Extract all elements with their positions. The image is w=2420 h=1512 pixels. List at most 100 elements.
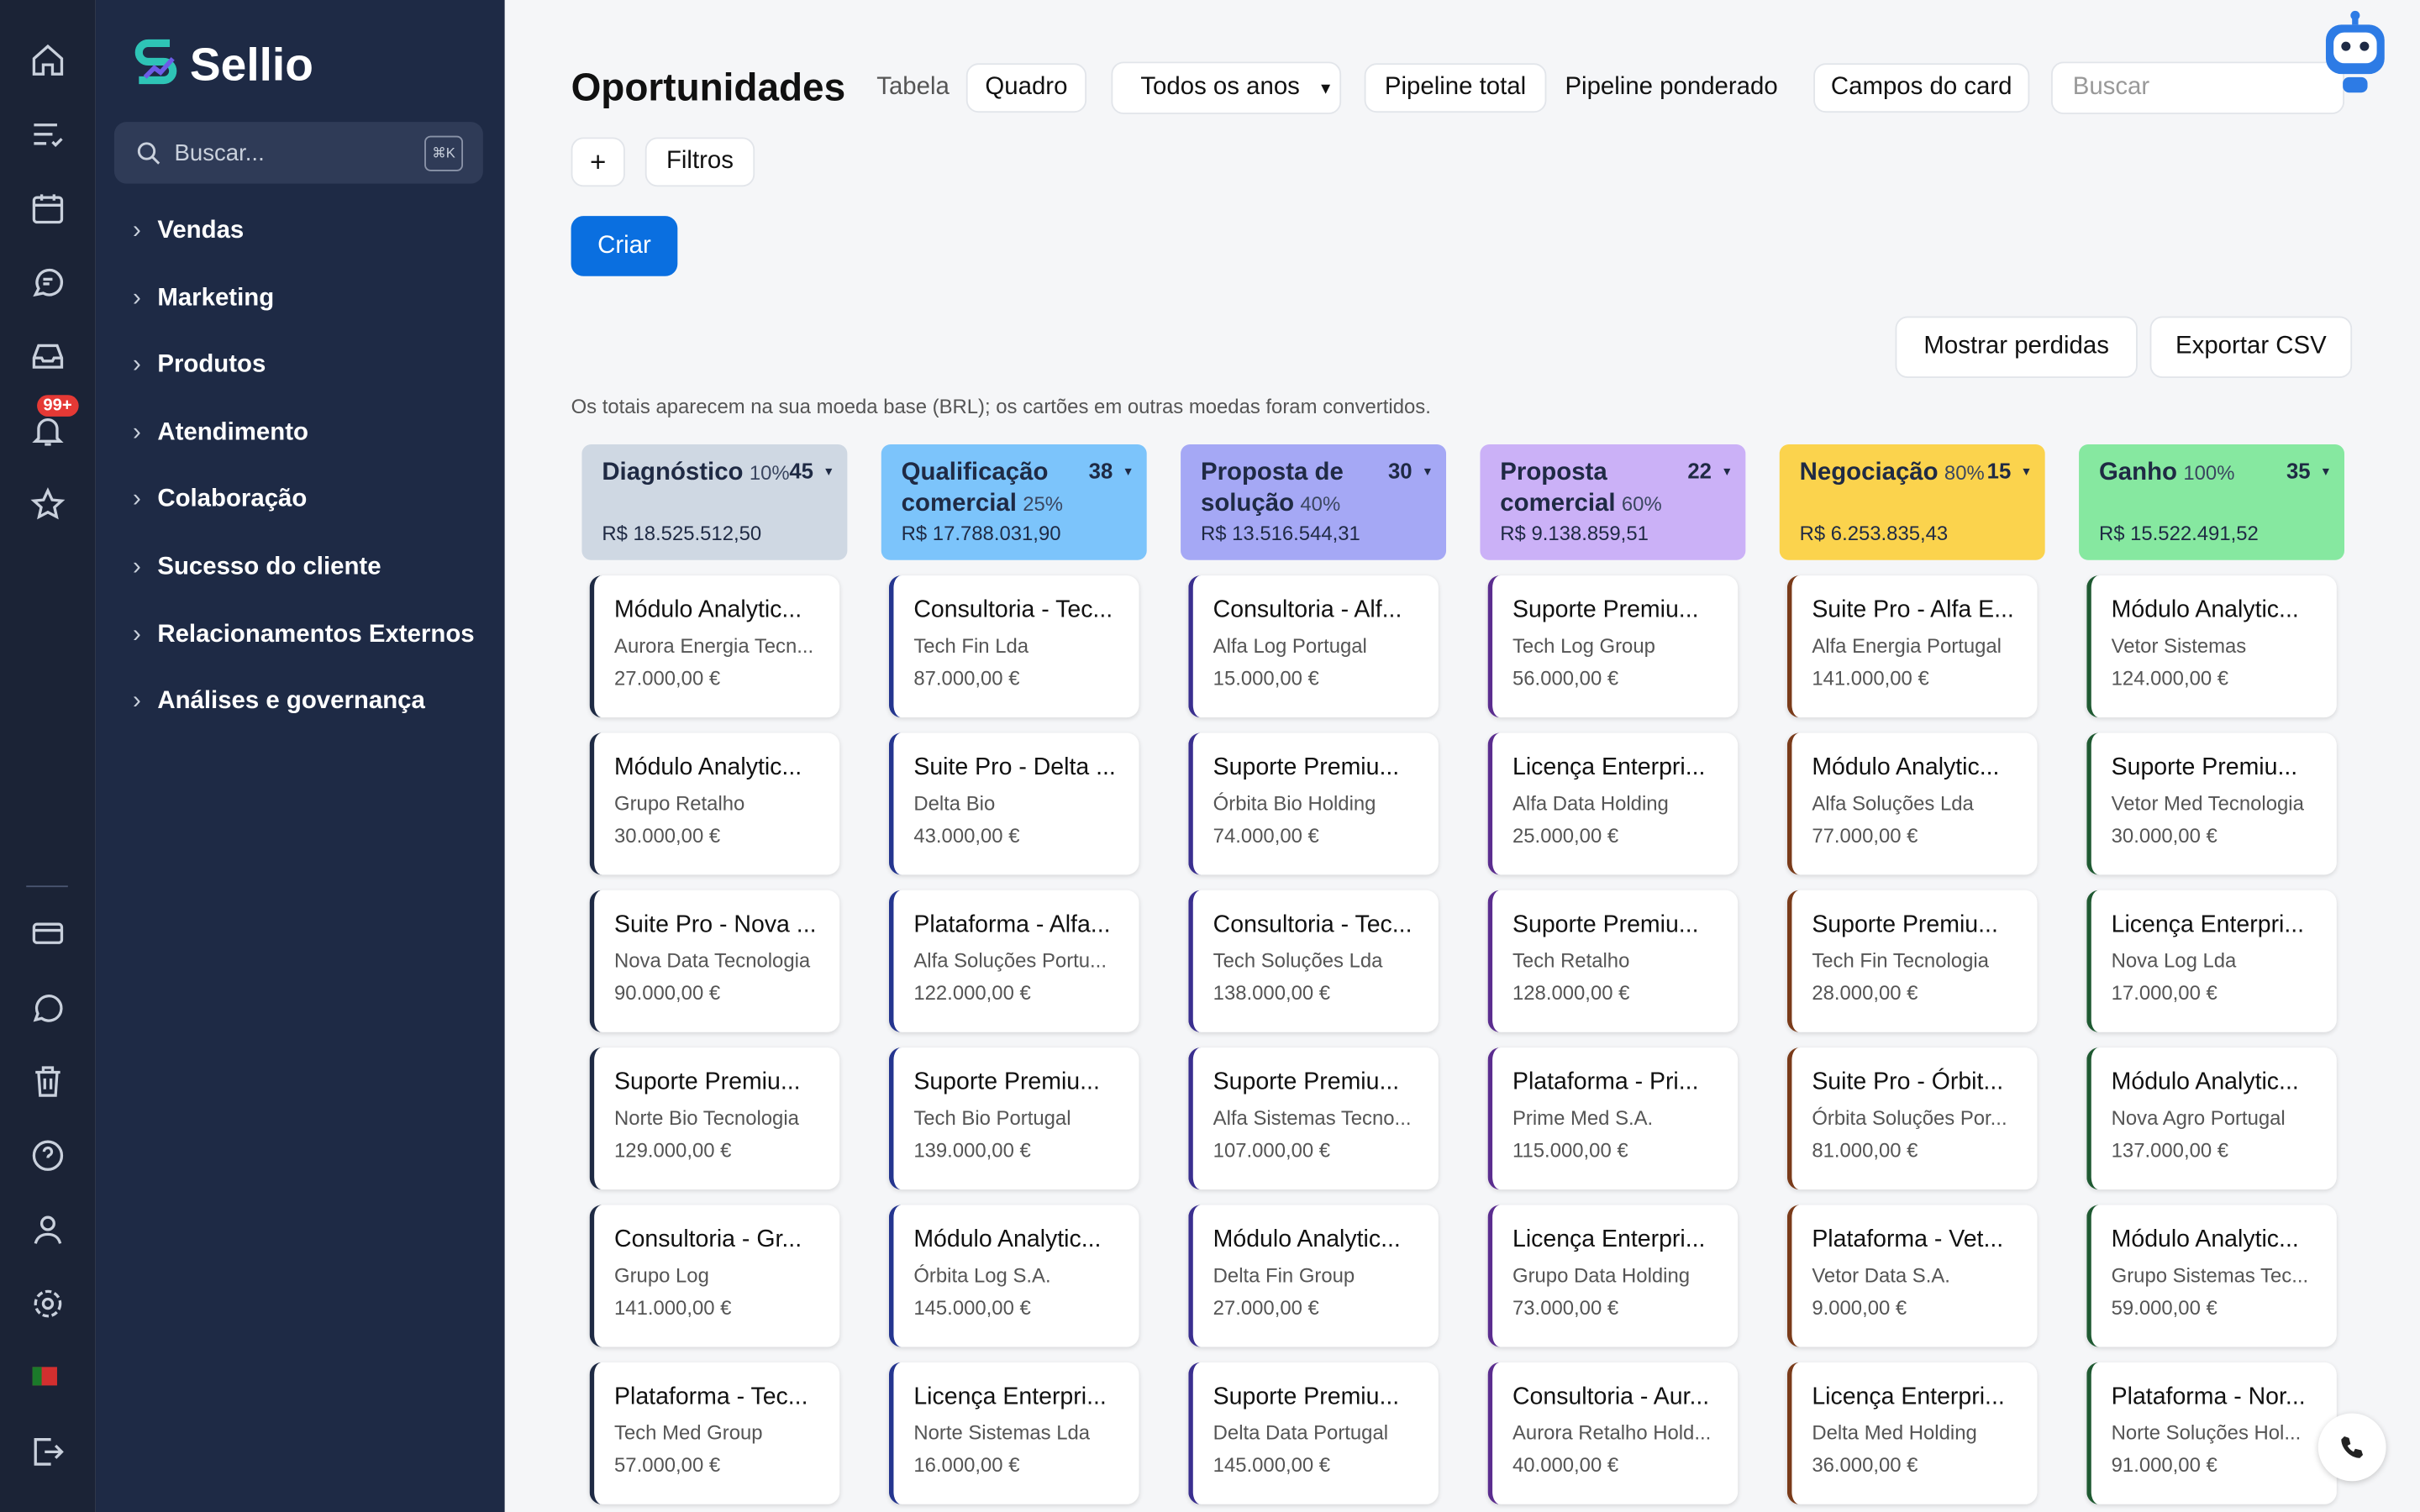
help-icon[interactable] <box>29 1137 66 1174</box>
deal-card[interactable]: Módulo Analytic... Grupo Retalho 30.000,00… <box>589 732 840 875</box>
deal-card[interactable]: Plataforma - Pri... Prime Med S.A. 115.000… <box>1487 1047 1739 1190</box>
deal-card[interactable]: Suporte Premiu... Tech Bio Portugal 139.00… <box>888 1047 1139 1190</box>
deal-card[interactable]: Suite Pro - Alfa E... Alfa Energia Portug… <box>1786 575 2038 718</box>
deal-company: Alfa Soluções Lda <box>1812 791 1974 815</box>
deal-card[interactable]: Suporte Premiu... Norte Bio Tecnologia 129… <box>589 1047 840 1190</box>
deal-card[interactable]: Suite Pro - Órbit... Órbita Soluções Por.… <box>1786 1047 2038 1190</box>
nav-item[interactable]: Colaboração <box>133 486 307 514</box>
deal-title: Suporte Premiu... <box>1512 911 1699 938</box>
deal-card[interactable]: Consultoria - Aur... Aurora Retalho Hold.… <box>1487 1362 1739 1504</box>
deal-card[interactable]: Licença Enterpri... Grupo Data Holding 73.… <box>1487 1205 1739 1347</box>
filters-button[interactable]: Filtros <box>644 137 755 187</box>
deal-amount: 25.000,00 € <box>1512 823 1619 848</box>
nav-item[interactable]: Atendimento <box>133 419 308 447</box>
deal-card[interactable]: Módulo Analytic... Vetor Sistemas 124.000,… <box>2086 575 2337 718</box>
tasks-icon[interactable] <box>29 116 66 153</box>
assistant-bot[interactable] <box>2318 6 2392 98</box>
deal-amount: 145.000,00 € <box>1213 1453 1331 1477</box>
deal-amount: 129.000,00 € <box>614 1138 732 1163</box>
deal-card[interactable]: Licença Enterpri... Alfa Data Holding 25.0… <box>1487 732 1739 875</box>
language-flag[interactable] <box>32 1367 57 1386</box>
search-icon <box>137 142 160 165</box>
nav-item[interactable]: Análises e governança <box>133 689 425 717</box>
deal-card[interactable]: Módulo Analytic... Órbita Log S.A. 145.000… <box>888 1205 1139 1347</box>
create-button[interactable]: Criar <box>571 216 678 276</box>
nav-item[interactable]: Sucesso do cliente <box>133 554 381 581</box>
column-count[interactable]: 35 <box>2286 459 2328 483</box>
settings-icon[interactable] <box>29 1285 66 1322</box>
deal-card[interactable]: Plataforma - Nor... Norte Soluções Hol...… <box>2086 1362 2337 1504</box>
trash-icon[interactable] <box>29 1063 66 1100</box>
deal-card[interactable]: Módulo Analytic... Grupo Sistemas Tec... 5… <box>2086 1205 2337 1347</box>
deal-title: Suporte Premiu... <box>1812 911 1998 938</box>
tab[interactable]: Tabela <box>876 74 950 101</box>
deal-card[interactable]: Consultoria - Tec... Tech Soluções Lda 138… <box>1188 890 1439 1032</box>
deal-card[interactable]: Suporte Premiu... Delta Data Portugal 145.… <box>1188 1362 1439 1504</box>
nav-item[interactable]: Relacionamentos Externos <box>133 621 475 648</box>
deal-card[interactable]: Suporte Premiu... Tech Retalho 128.000,00 … <box>1487 890 1739 1032</box>
icon-rail: 99+ <box>0 0 96 1512</box>
deal-card[interactable]: Módulo Analytic... Delta Fin Group 27.000,… <box>1188 1205 1439 1347</box>
billing-icon[interactable] <box>29 915 66 952</box>
deal-card[interactable]: Suporte Premiu... Tech Fin Tecnologia 28.0… <box>1786 890 2038 1032</box>
phone-button[interactable] <box>2317 1413 2386 1482</box>
deal-company: Alfa Log Portugal <box>1213 633 1367 658</box>
column-count[interactable]: 45 <box>789 459 830 483</box>
deal-amount: 87.000,00 € <box>913 666 1020 690</box>
deal-card[interactable]: Suporte Premiu... Vetor Med Tecnologia 30.… <box>2086 732 2337 875</box>
deal-card[interactable]: Plataforma - Vet... Vetor Data S.A. 9.000,… <box>1786 1205 2038 1347</box>
deal-card[interactable]: Consultoria - Gr... Grupo Log 141.000,00 € <box>589 1205 840 1347</box>
deal-company: Tech Log Group <box>1512 633 1655 658</box>
deal-card[interactable]: Licença Enterpri... Norte Sistemas Lda 16.… <box>888 1362 1139 1504</box>
user-icon[interactable] <box>29 1211 66 1248</box>
export-button[interactable]: Exportar CSV <box>2149 316 2353 378</box>
deal-amount: 30.000,00 € <box>614 823 721 848</box>
deal-card[interactable]: Módulo Analytic... Nova Agro Portugal 137.… <box>2086 1047 2337 1190</box>
column-count[interactable]: 30 <box>1388 459 1429 483</box>
tab-active[interactable]: Quadro <box>965 63 1087 113</box>
deal-card[interactable]: Plataforma - Alfa... Alfa Soluções Portu.… <box>888 890 1139 1032</box>
deal-card[interactable]: Suporte Premiu... Órbita Bio Holding 74.00… <box>1188 732 1439 875</box>
logout-icon[interactable] <box>29 1433 66 1470</box>
year-select[interactable]: Todos os anos ▾ <box>1111 61 1342 114</box>
deal-card[interactable]: Módulo Analytic... Aurora Energia Tecn...… <box>589 575 840 718</box>
deal-card[interactable]: Suporte Premiu... Tech Log Group 56.000,00… <box>1487 575 1739 718</box>
column-count[interactable]: 15 <box>1987 459 2028 483</box>
deal-title: Licença Enterpri... <box>1512 754 1706 781</box>
deal-card[interactable]: Plataforma - Tec... Tech Med Group 57.000,… <box>589 1362 840 1504</box>
messages-icon[interactable] <box>29 989 66 1026</box>
column-percent: 100% <box>2183 461 2235 485</box>
deal-card[interactable]: Suite Pro - Nova ... Nova Data Tecnologia… <box>589 890 840 1032</box>
deal-card[interactable]: Consultoria - Tec... Tech Fin Lda 87.000,0… <box>888 575 1139 718</box>
deal-card[interactable]: Licença Enterpri... Delta Med Holding 36.0… <box>1786 1362 2038 1504</box>
deal-card[interactable]: Suite Pro - Delta ... Delta Bio 43.000,00 … <box>888 732 1139 875</box>
search-input[interactable]: Buscar <box>2051 61 2344 114</box>
column-count[interactable]: 38 <box>1089 459 1130 483</box>
star-icon[interactable] <box>29 486 66 523</box>
chat-icon[interactable] <box>29 264 66 301</box>
pipeline-total[interactable]: Pipeline total <box>1364 63 1547 113</box>
nav-item[interactable]: Vendas <box>133 218 244 245</box>
column-total: R$ 13.516.544,31 <box>1200 521 1360 545</box>
deal-card[interactable]: Módulo Analytic... Alfa Soluções Lda 77.00… <box>1786 732 2038 875</box>
deal-title: Suporte Premiu... <box>1213 754 1400 781</box>
sidebar-search[interactable]: Buscar... ⌘K <box>113 122 483 184</box>
nav-item[interactable]: Marketing <box>133 285 274 312</box>
bell-icon[interactable] <box>29 412 66 449</box>
divider <box>26 885 68 888</box>
deal-card[interactable]: Consultoria - Alf... Alfa Log Portugal 15.… <box>1188 575 1439 718</box>
card-fields[interactable]: Campos do card <box>1813 63 2030 113</box>
deal-card[interactable]: Suporte Premiu... Alfa Sistemas Tecno... 1… <box>1188 1047 1439 1190</box>
home-icon[interactable] <box>29 42 66 79</box>
inbox-icon[interactable] <box>29 338 66 375</box>
pipeline-weighted[interactable]: Pipeline ponderado <box>1565 74 1778 101</box>
nav-item[interactable]: Produtos <box>133 352 266 380</box>
show-lost-button[interactable]: Mostrar perdidas <box>1895 316 2138 378</box>
deal-card[interactable]: Licença Enterpri... Nova Log Lda 17.000,00… <box>2086 890 2337 1032</box>
calendar-icon[interactable] <box>29 190 66 227</box>
column-count[interactable]: 22 <box>1687 459 1728 483</box>
deal-company: Órbita Soluções Por... <box>1812 1105 2007 1130</box>
add-button[interactable]: + <box>571 137 625 187</box>
deal-amount: 57.000,00 € <box>614 1453 721 1477</box>
